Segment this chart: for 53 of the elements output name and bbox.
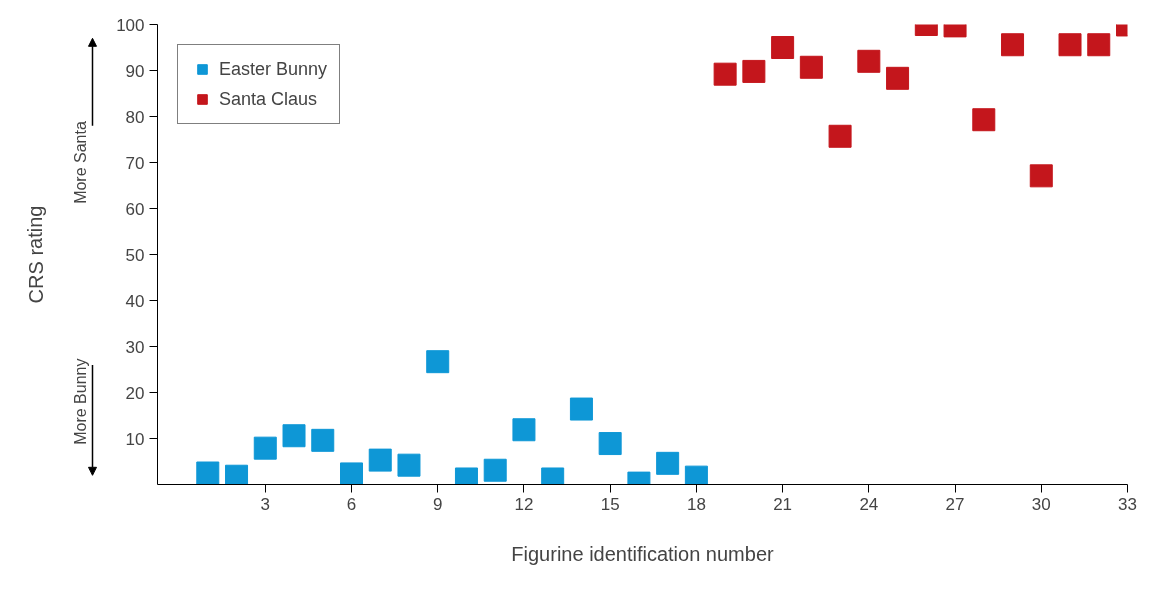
legend-label: Santa Claus bbox=[219, 88, 318, 110]
x-tick-label: 30 bbox=[1031, 494, 1051, 514]
point bbox=[196, 461, 220, 485]
point bbox=[426, 350, 450, 374]
x-tick-label: 18 bbox=[686, 494, 706, 514]
y-tick-label: 40 bbox=[125, 291, 145, 311]
y-axis-title: CRS rating bbox=[24, 205, 47, 304]
point bbox=[799, 55, 823, 79]
x-tick-label: 6 bbox=[346, 494, 357, 514]
point bbox=[972, 108, 996, 132]
point bbox=[282, 424, 306, 448]
x-tick-label: 24 bbox=[859, 494, 879, 514]
y-tick-label: 30 bbox=[125, 337, 145, 357]
point bbox=[368, 448, 392, 472]
point bbox=[512, 418, 536, 442]
y-tick-label: 80 bbox=[125, 107, 145, 127]
point bbox=[1058, 33, 1082, 57]
y-tick-label: 10 bbox=[125, 429, 145, 449]
x-axis-title: Figurine identification number bbox=[511, 542, 775, 565]
point bbox=[253, 436, 277, 460]
point bbox=[857, 49, 881, 73]
x-tick-label: 12 bbox=[514, 494, 534, 514]
point bbox=[742, 59, 766, 83]
point bbox=[1001, 33, 1025, 57]
point bbox=[397, 453, 421, 477]
point bbox=[656, 451, 680, 475]
point bbox=[483, 458, 507, 482]
text: More Santa bbox=[72, 121, 89, 204]
y-tick-label: 50 bbox=[125, 245, 145, 265]
y-tick-label: 20 bbox=[125, 383, 145, 403]
point bbox=[713, 62, 737, 86]
x-tick-label: 15 bbox=[600, 494, 620, 514]
legend-label: Easter Bunny bbox=[219, 58, 328, 80]
point bbox=[311, 428, 335, 452]
x-tick-label: 27 bbox=[945, 494, 965, 514]
x-tick-label: 33 bbox=[1118, 494, 1137, 514]
y-tick-label: 70 bbox=[125, 153, 145, 173]
y-tick-label: 60 bbox=[125, 199, 145, 219]
point bbox=[886, 66, 910, 90]
y-tick-label: 100 bbox=[116, 15, 145, 35]
point bbox=[771, 36, 795, 59]
x-tick-label: 21 bbox=[773, 494, 793, 514]
y-tick-label: 90 bbox=[125, 61, 145, 81]
point bbox=[1087, 33, 1111, 57]
point bbox=[340, 462, 363, 485]
text: More Bunny bbox=[72, 358, 89, 445]
point bbox=[569, 397, 593, 421]
point bbox=[828, 124, 852, 148]
x-tick-label: 3 bbox=[260, 494, 271, 514]
point bbox=[225, 464, 249, 485]
x-tick-label: 9 bbox=[432, 494, 443, 514]
point bbox=[1029, 164, 1053, 188]
point bbox=[598, 432, 622, 456]
